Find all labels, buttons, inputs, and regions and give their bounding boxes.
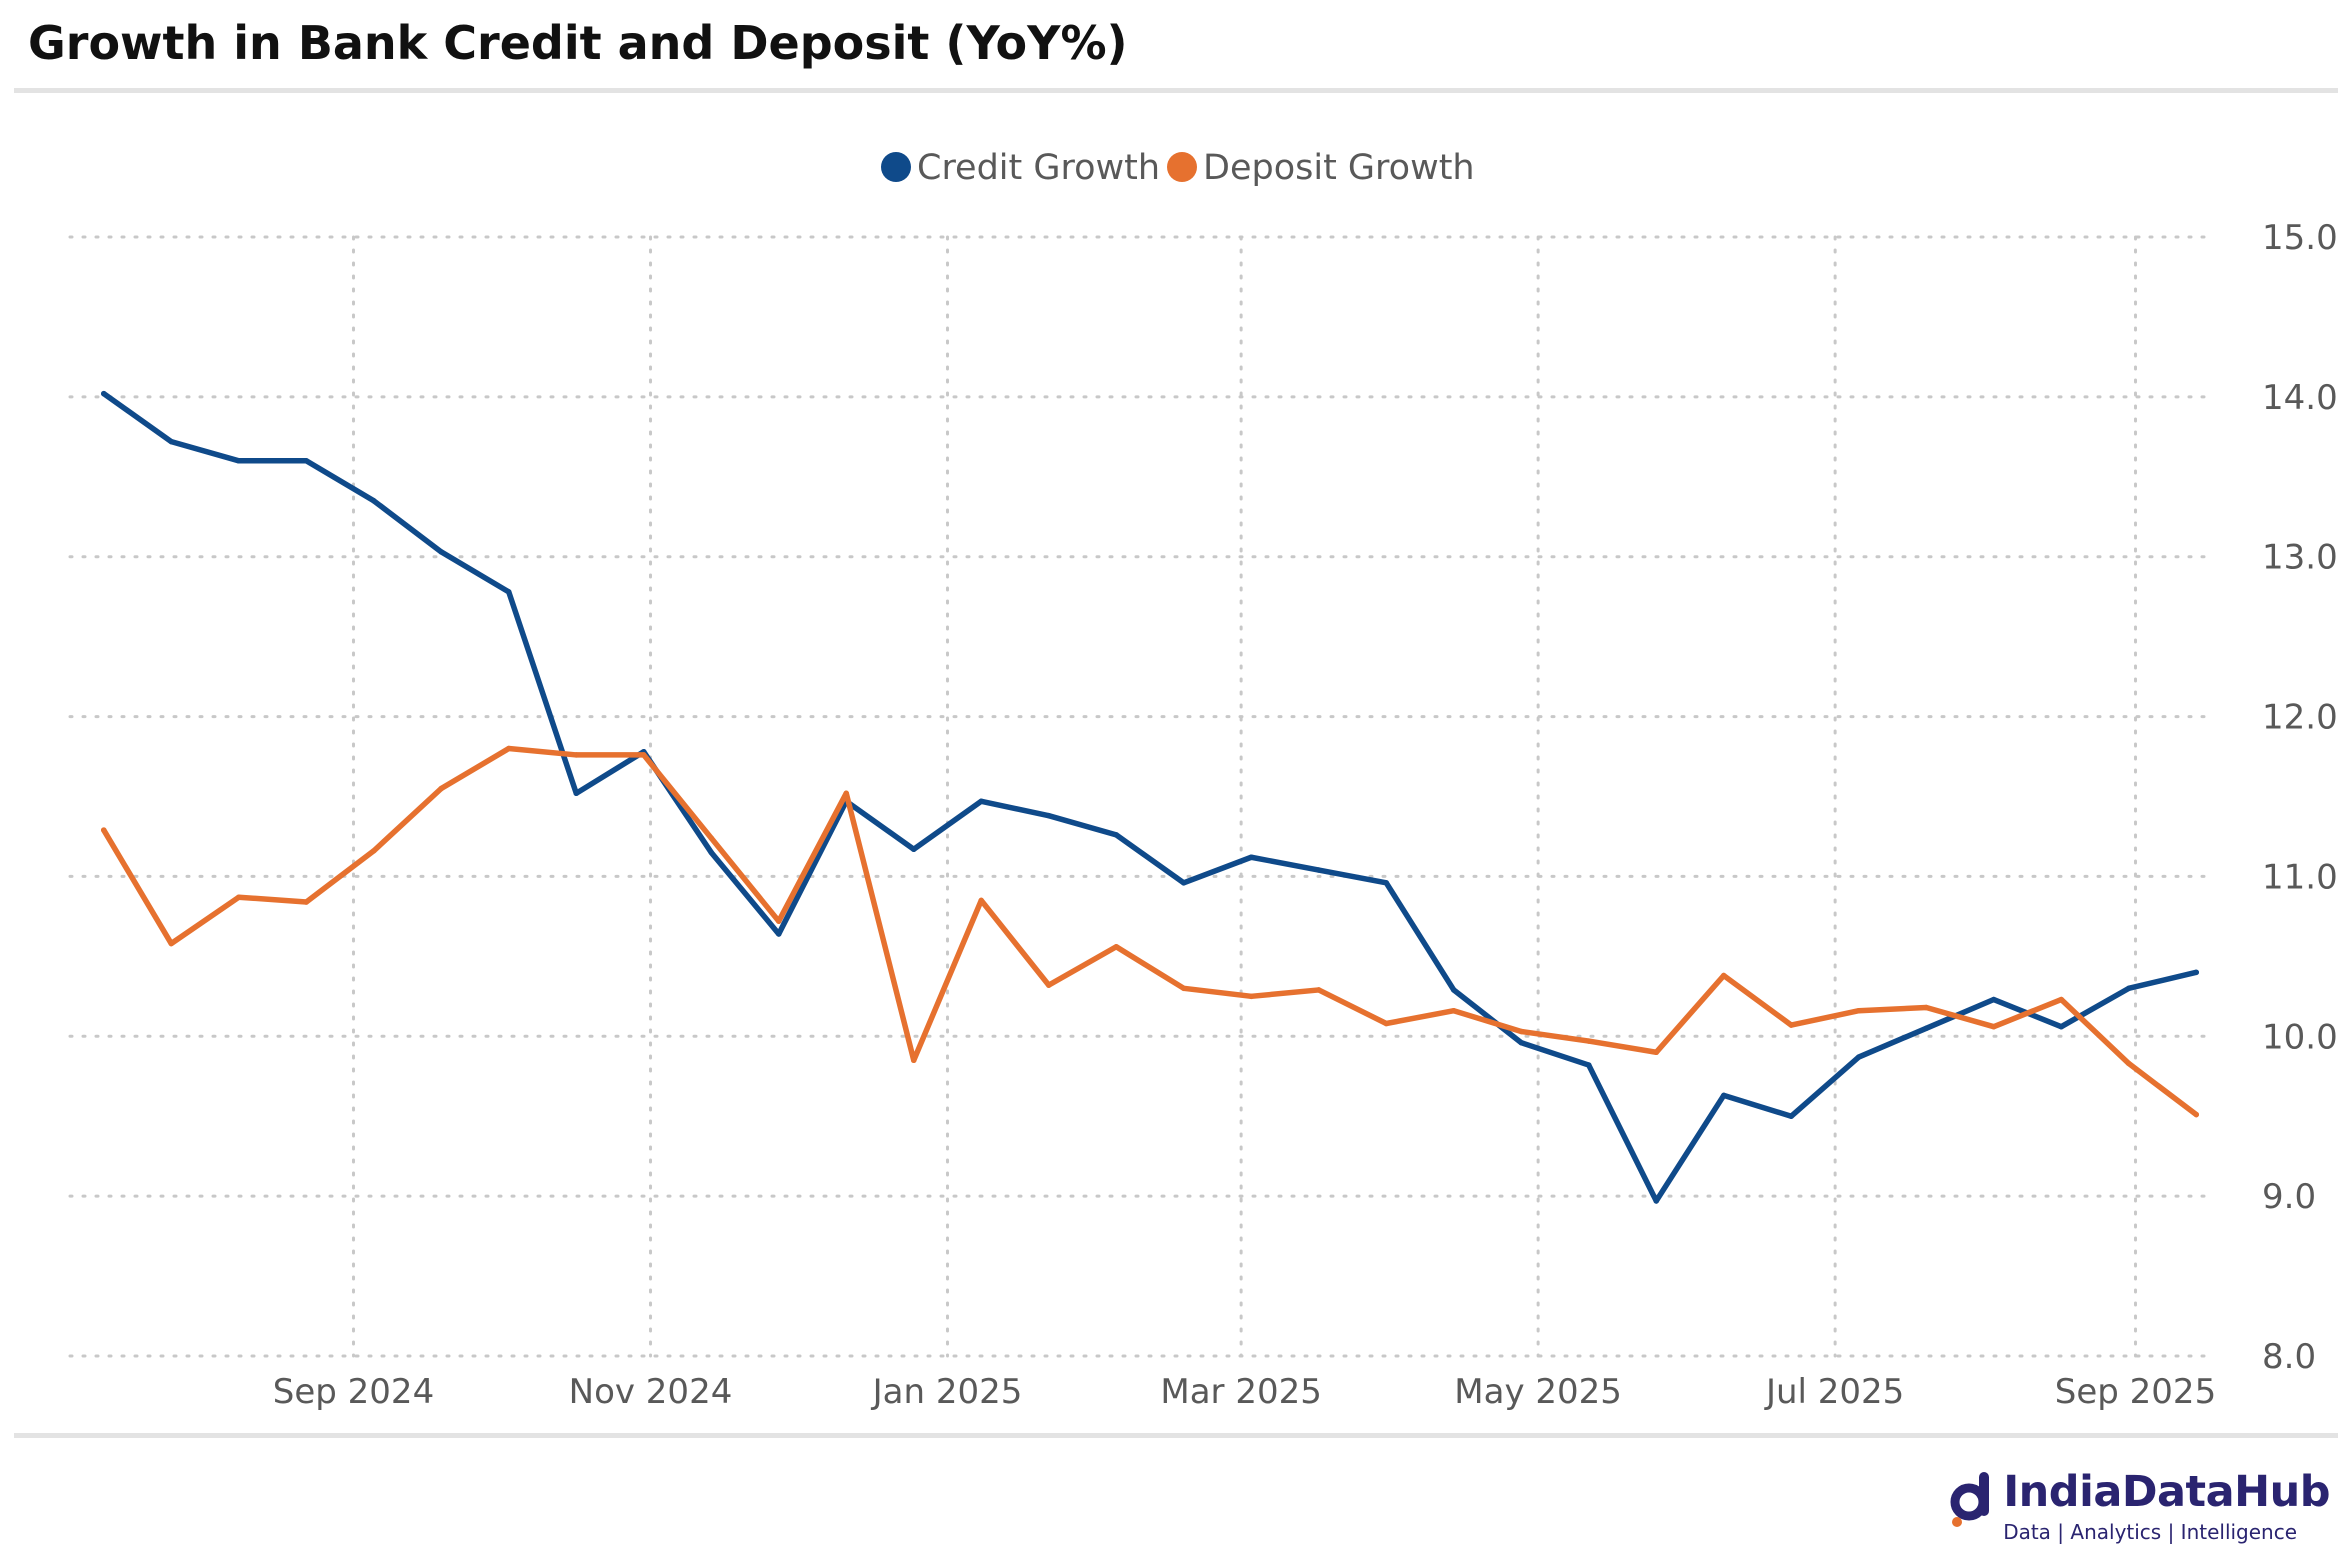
data-point-deposit-growth [303, 899, 309, 905]
y-tick-label: 14.0 [2262, 378, 2338, 418]
vertical-gridlines [352, 235, 2137, 1358]
data-point-credit-growth [911, 846, 917, 853]
data-point-deposit-growth [776, 918, 782, 924]
data-point-deposit-growth [641, 752, 647, 758]
data-point-deposit-growth [371, 848, 377, 854]
data-point-deposit-growth [978, 897, 984, 904]
data-point-credit-growth [1991, 996, 1997, 1003]
legend-marker-credit [881, 152, 911, 182]
data-point-credit-growth [1248, 854, 1254, 860]
data-point-deposit-growth [101, 827, 107, 833]
y-tick-label: 15.0 [2262, 218, 2338, 258]
data-point-credit-growth [1451, 987, 1457, 993]
header-divider [14, 88, 2338, 93]
data-point-credit-growth [371, 498, 377, 504]
data-point-credit-growth [1518, 1039, 1524, 1046]
x-tick-label: Nov 2024 [569, 1372, 733, 1412]
data-point-deposit-growth [236, 894, 242, 900]
data-point-credit-growth [1923, 1025, 1929, 1032]
chart-title: Growth in Bank Credit and Deposit (YoY%) [28, 16, 1128, 70]
data-point-deposit-growth [1653, 1049, 1659, 1056]
series-line-credit-growth [101, 390, 2199, 1204]
data-point-deposit-growth [1046, 982, 1052, 988]
x-axis-labels: Sep 2024 Nov 2024 Jan 2025 Mar 2025 May 2025… [273, 1372, 2216, 1412]
data-point-deposit-growth [911, 1057, 917, 1064]
legend-label-credit: Credit Growth [917, 148, 1160, 188]
data-point-credit-growth [2193, 969, 2199, 976]
footer-divider [14, 1433, 2338, 1438]
data-point-credit-growth [1788, 1113, 1794, 1119]
data-point-deposit-growth [1181, 985, 1187, 992]
data-point-deposit-growth [708, 835, 714, 841]
x-tick-label: May 2025 [1454, 1372, 1622, 1412]
data-point-deposit-growth [506, 745, 512, 752]
data-point-deposit-growth [1721, 972, 1727, 979]
data-point-credit-growth [776, 931, 782, 937]
series-line-deposit-growth [101, 745, 2199, 1118]
data-point-credit-growth [978, 798, 984, 805]
y-tick-label: 13.0 [2262, 538, 2338, 578]
data-point-credit-growth [1586, 1062, 1592, 1068]
data-point-deposit-growth [2193, 1111, 2199, 1118]
y-axis-labels: 8.0 9.0 10.0 11.0 12.0 13.0 14.0 15.0 [2262, 218, 2338, 1377]
data-point-credit-growth [438, 549, 444, 555]
data-point-credit-growth [1046, 812, 1052, 819]
series-lines [101, 390, 2199, 1204]
data-point-deposit-growth [2126, 1060, 2132, 1067]
brand-name: IndiaDataHub [2003, 1467, 2330, 1517]
data-point-credit-growth [1383, 880, 1389, 886]
data-point-credit-growth [1721, 1092, 1727, 1099]
data-point-credit-growth [506, 589, 512, 595]
y-tick-label: 9.0 [2262, 1177, 2316, 1217]
data-point-deposit-growth [1788, 1022, 1794, 1028]
data-point-deposit-growth [1451, 1007, 1457, 1014]
x-tick-label: Jul 2025 [1764, 1372, 1904, 1412]
data-point-credit-growth [1181, 880, 1187, 886]
indiadatahub-logo: IndiaDataHub Data | Analytics | Intellig… [1949, 1468, 2330, 1544]
data-point-credit-growth [101, 390, 107, 397]
data-point-deposit-growth [1856, 1007, 1862, 1014]
data-point-credit-growth [2126, 985, 2132, 992]
line-chart: Credit Growth Deposit Growth 8.0 9.0 10.0 1… [68, 148, 2338, 1412]
data-point-credit-growth [168, 438, 174, 445]
data-point-deposit-growth [573, 752, 579, 758]
data-point-credit-growth [1653, 1198, 1659, 1204]
data-point-deposit-growth [1113, 944, 1119, 950]
data-point-deposit-growth [843, 790, 849, 797]
x-tick-label: Sep 2025 [2055, 1372, 2216, 1412]
y-tick-label: 12.0 [2262, 698, 2338, 738]
data-point-credit-growth [573, 790, 579, 797]
data-point-deposit-growth [1991, 1023, 1997, 1030]
legend-label-deposit: Deposit Growth [1203, 148, 1475, 188]
data-point-deposit-growth [438, 785, 444, 792]
logo-mark-icon [1950, 1472, 1990, 1527]
brand-tagline: Data | Analytics | Intelligence [2003, 1520, 2298, 1544]
data-point-credit-growth [236, 458, 242, 464]
x-tick-label: Jan 2025 [871, 1372, 1023, 1412]
data-point-deposit-growth [168, 940, 174, 947]
data-point-credit-growth [1316, 867, 1322, 873]
data-point-deposit-growth [1518, 1028, 1524, 1035]
data-point-credit-growth [2058, 1023, 2064, 1030]
data-point-deposit-growth [2058, 996, 2064, 1003]
data-point-deposit-growth [1586, 1038, 1592, 1044]
y-tick-label: 10.0 [2262, 1017, 2338, 1057]
data-point-credit-growth [708, 849, 714, 856]
data-point-credit-growth [303, 458, 309, 464]
data-point-deposit-growth [1923, 1004, 1929, 1011]
data-point-deposit-growth [1383, 1020, 1389, 1027]
legend: Credit Growth Deposit Growth [881, 148, 1475, 188]
horizontal-gridlines [68, 235, 2210, 1358]
x-tick-label: Mar 2025 [1160, 1372, 1321, 1412]
data-point-credit-growth [1856, 1054, 1862, 1060]
x-tick-label: Sep 2024 [273, 1372, 434, 1412]
y-tick-label: 11.0 [2262, 857, 2338, 897]
data-point-credit-growth [1113, 832, 1119, 838]
data-point-deposit-growth [1248, 993, 1254, 1000]
data-point-deposit-growth [1316, 987, 1322, 993]
y-tick-label: 8.0 [2262, 1337, 2316, 1377]
legend-marker-deposit [1167, 152, 1197, 182]
